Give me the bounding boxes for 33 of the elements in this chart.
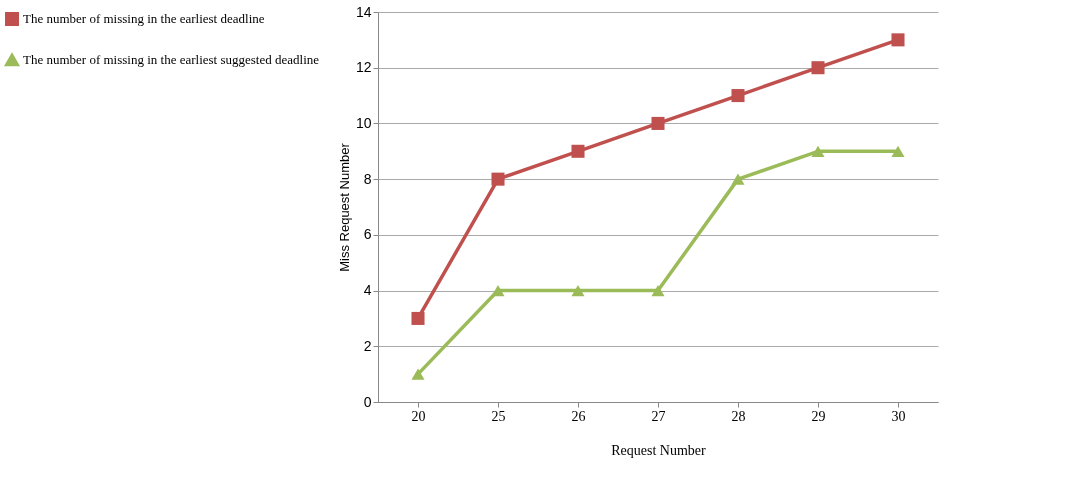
y-tick-label: 12: [355, 59, 372, 76]
point: [891, 33, 905, 47]
point: [811, 61, 825, 75]
y-tick-label: 6: [363, 226, 372, 243]
point: [491, 284, 505, 297]
legend-label: The number of missing in the earliest deadline: [23, 11, 265, 26]
x-tick-label: 20: [411, 408, 426, 424]
point: [731, 89, 745, 103]
point: [571, 284, 585, 297]
point: [411, 368, 425, 380]
x-tick-label: 30: [891, 408, 906, 424]
y-tick-label: 14: [355, 3, 372, 20]
point: [811, 145, 825, 157]
x-tick-label: 28: [731, 408, 746, 424]
x-axis-title: Request Number: [611, 442, 707, 458]
point: [731, 173, 745, 185]
point: [571, 144, 585, 158]
y-tick-label: 2: [363, 337, 372, 354]
x-tick-label: 26: [571, 408, 586, 424]
x-tick-label: 29: [811, 408, 826, 424]
y-tick-label: 4: [363, 282, 372, 299]
x-tick-label: 27: [651, 408, 666, 424]
x-tick-label: 25: [491, 408, 506, 424]
point: [651, 284, 665, 297]
point: [651, 116, 665, 130]
point: [491, 172, 505, 186]
y-axis-title: Miss Request Number: [336, 142, 352, 272]
y-tick-label: 10: [355, 114, 372, 131]
legend-label: The number of missing in the earliest suggested deadline: [23, 52, 320, 67]
point: [411, 311, 425, 325]
point: [891, 145, 905, 157]
y-tick-label: 0: [363, 393, 372, 410]
y-tick-label: 8: [363, 170, 372, 187]
